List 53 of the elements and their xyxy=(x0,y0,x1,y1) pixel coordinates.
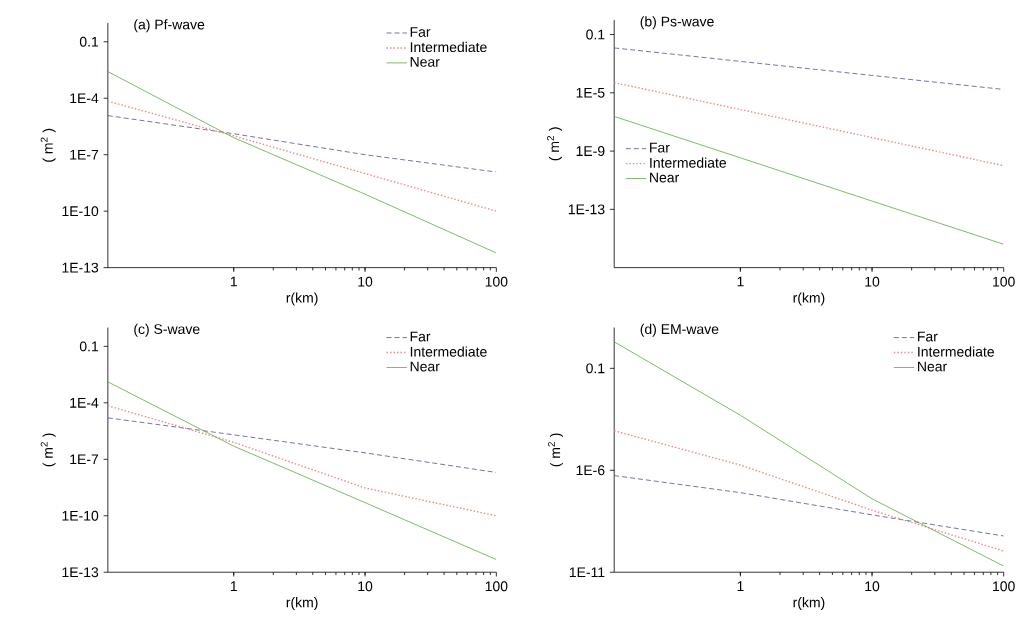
legend-label: Intermediate xyxy=(650,157,727,168)
chart-title: (c) S-wave xyxy=(134,323,200,337)
legend-label: Intermediate xyxy=(918,346,994,357)
y-axis-title: ( m$^{2}$ ) xyxy=(548,433,563,467)
x-axis-title: r(km) xyxy=(793,597,825,611)
y-tick-label: 0.1 xyxy=(586,363,605,374)
legend-label: Intermediate xyxy=(410,346,487,357)
x-axis-title: r(km) xyxy=(286,292,318,306)
legend-label: Far xyxy=(650,142,670,153)
x-tick-label: 100 xyxy=(993,276,1015,287)
y-tick-label: 1E-6 xyxy=(576,465,605,476)
y-axis-title: ( m$^{2}$ ) xyxy=(40,433,56,467)
legend-label: Far xyxy=(918,331,938,342)
y-tick-label: 1E-13 xyxy=(62,262,99,273)
legend-label: Near xyxy=(918,361,947,372)
x-tick-label: 1 xyxy=(230,276,237,287)
x-tick-label: 100 xyxy=(485,276,508,287)
y-tick-label: 1E-13 xyxy=(62,567,99,578)
y-tick-label: 1E-13 xyxy=(568,204,605,215)
y-tick-label: 1E-10 xyxy=(62,206,99,217)
y-axis-title: ( m$^{2}$ ) xyxy=(546,127,562,161)
y-tick-label: 1E-10 xyxy=(62,510,99,521)
x-tick-label: 10 xyxy=(358,276,373,287)
y-tick-label: 0.1 xyxy=(79,341,99,352)
x-tick-label: 100 xyxy=(993,581,1015,592)
y-tick-label: 0.1 xyxy=(79,36,99,47)
x-tick-label: 10 xyxy=(865,276,880,287)
x-tick-label: 10 xyxy=(358,581,373,592)
x-tick-label: 1 xyxy=(737,276,744,287)
chart-title: (a) Pf-wave xyxy=(134,19,205,33)
x-tick-label: 100 xyxy=(485,581,508,592)
y-tick-label: 1E-9 xyxy=(576,146,605,156)
x-axis-title: r(km) xyxy=(286,597,318,611)
x-tick-label: 1 xyxy=(737,581,744,591)
legend-label: Near xyxy=(410,56,440,67)
y-tick-label: 1E-5 xyxy=(576,87,605,98)
y-tick-label: 1E-7 xyxy=(70,149,99,160)
x-tick-label: 1 xyxy=(230,581,237,591)
y-tick-label: 0.1 xyxy=(586,29,605,40)
legend-label: Far xyxy=(410,331,431,342)
y-tick-label: 1E-11 xyxy=(569,567,605,577)
x-axis-title: r(km) xyxy=(793,292,825,306)
y-tick-label: 1E-7 xyxy=(70,454,99,465)
chart-title: (d) EM-wave xyxy=(640,323,719,337)
legend-label: Intermediate xyxy=(410,41,487,53)
x-tick-label: 10 xyxy=(865,581,880,592)
y-tick-label: 1E-4 xyxy=(70,397,99,408)
y-axis-title: ( m$^{2}$ ) xyxy=(40,128,56,162)
chart-title: (b) Ps-wave xyxy=(640,16,714,30)
legend-label: Near xyxy=(410,361,440,372)
legend-label: Near xyxy=(650,172,680,183)
y-tick-label: 1E-4 xyxy=(70,93,99,103)
legend-label: Far xyxy=(410,27,431,37)
